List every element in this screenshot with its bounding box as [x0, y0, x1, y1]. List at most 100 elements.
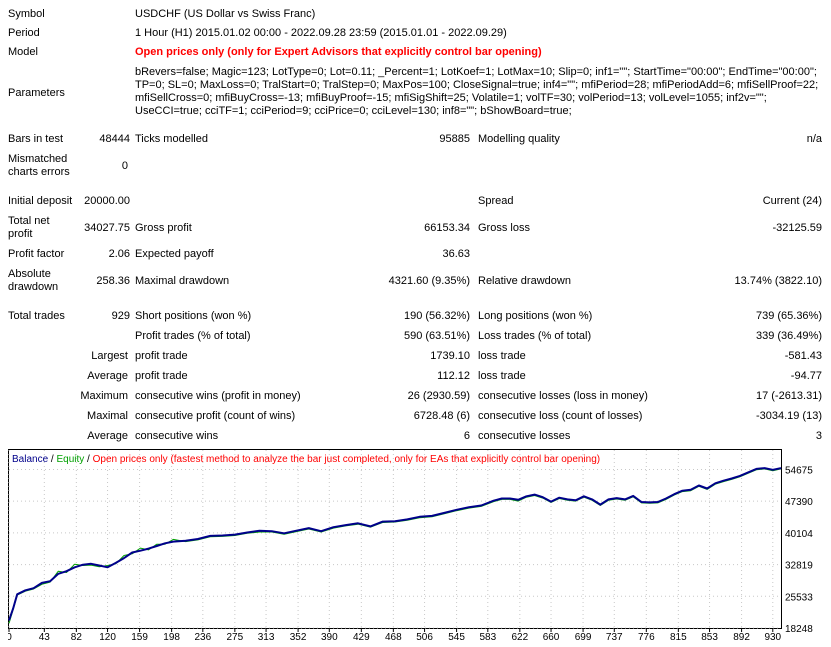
y-tick-label: 18248: [785, 624, 813, 635]
x-tick-label: 429: [353, 632, 370, 643]
long-positions-label: Long positions (won %): [478, 310, 593, 322]
model-label: Model: [8, 46, 38, 58]
relative-drawdown-label: Relative drawdown: [478, 275, 571, 287]
legend-equity: Equity: [56, 454, 84, 465]
expected-payoff-value: 36.63: [442, 248, 470, 260]
avg-cons-losses-value: 3: [815, 430, 822, 442]
maximal-cons-profit-value: 6728.48 (6): [413, 410, 470, 422]
balance-chart: 0 43 82 120 159 198 236 275 313 352 390 429 468 506 54…: [6, 449, 830, 644]
average-cons-label: Average: [87, 430, 128, 442]
total-net-profit-value: 34027.75: [84, 222, 130, 234]
bars-in-test-value: 48444: [99, 133, 130, 145]
largest-loss-trade-label: loss trade: [478, 350, 526, 362]
largest-profit-trade-label: profit trade: [135, 350, 188, 362]
gross-profit-label: Gross profit: [135, 222, 192, 234]
relative-drawdown-value: 13.74% (3822.10): [734, 275, 822, 287]
profit-trades-label: Profit trades (% of total): [135, 330, 251, 342]
modelling-quality-value: n/a: [806, 133, 822, 145]
average-label: Average: [87, 370, 128, 382]
maximal-drawdown-label: Maximal drawdown: [135, 275, 230, 287]
y-tick-label: 47390: [785, 497, 813, 508]
x-tick-label: 930: [764, 632, 781, 643]
x-tick-label: 776: [638, 632, 655, 643]
x-tick-label: 313: [258, 632, 275, 643]
legend-balance: Balance: [12, 454, 49, 465]
x-tick-label: 506: [416, 632, 433, 643]
x-tick-label: 352: [290, 632, 307, 643]
chart-series: [8, 467, 782, 624]
mismatched-errors-label: Mismatched charts errors: [8, 153, 70, 178]
period-value: 1 Hour (H1) 2015.01.02 00:00 - 2022.09.2…: [135, 27, 507, 39]
profit-factor-label: Profit factor: [8, 248, 65, 260]
absolute-drawdown-label: Absolute drawdown: [8, 268, 59, 293]
average-loss-value: -94.77: [790, 370, 822, 382]
x-tick-label: 82: [71, 632, 83, 643]
max-cons-wins-value: 26 (2930.59): [407, 390, 470, 402]
ticks-modelled-label: Ticks modelled: [135, 133, 208, 145]
x-tick-label: 660: [543, 632, 560, 643]
short-positions-value: 190 (56.32%): [403, 310, 470, 322]
x-tick-label: 545: [448, 632, 465, 643]
max-cons-losses-value: 17 (-2613.31): [755, 390, 822, 402]
gross-profit-value: 66153.34: [424, 222, 470, 234]
parameters-label: Parameters: [8, 87, 65, 99]
symbol-label: Symbol: [8, 8, 45, 20]
largest-profit-value: 1739.10: [430, 350, 470, 362]
legend-model: Open prices only (fastest method to anal…: [93, 454, 601, 465]
x-tick-label: 236: [194, 632, 211, 643]
ticks-modelled-value: 95885: [439, 133, 470, 145]
x-tick-label: 198: [163, 632, 180, 643]
total-trades-value: 929: [111, 310, 130, 322]
x-tick-label: 43: [39, 632, 51, 643]
expected-payoff-label: Expected payoff: [135, 248, 214, 260]
short-positions-label: Short positions (won %): [135, 310, 252, 322]
x-tick-label: 853: [701, 632, 718, 643]
x-tick-label: 468: [385, 632, 402, 643]
balance-line: [8, 467, 782, 621]
initial-deposit-label: Initial deposit: [8, 195, 73, 207]
maximal-drawdown-value: 4321.60 (9.35%): [388, 275, 470, 287]
mismatched-errors-value: 0: [121, 160, 128, 172]
loss-trades-value: 339 (36.49%): [755, 330, 822, 342]
cons-losses-money-label: consecutive losses (loss in money): [478, 390, 648, 402]
parameters-value: bRevers=false; Magic=123; LotType=0; Lot…: [135, 66, 819, 117]
period-label: Period: [8, 27, 40, 39]
x-tick-label: 699: [575, 632, 592, 643]
gross-loss-value: -32125.59: [772, 222, 822, 234]
maximal-cons-loss-value: -3034.19 (13): [755, 410, 822, 422]
y-tick-label: 40104: [785, 529, 813, 540]
x-tick-label: 892: [733, 632, 750, 643]
x-tick-label: 583: [479, 632, 496, 643]
x-tick-label: 622: [511, 632, 528, 643]
average-loss-trade-label: loss trade: [478, 370, 526, 382]
initial-deposit-value: 20000.00: [84, 195, 130, 207]
y-tick-label: 54675: [785, 465, 813, 476]
symbol-value: USDCHF (US Dollar vs Swiss Franc): [135, 8, 316, 20]
x-tick-label: 120: [99, 632, 116, 643]
average-profit-value: 112.12: [437, 370, 470, 382]
gross-loss-label: Gross loss: [478, 222, 530, 234]
legend-separator: /: [84, 454, 92, 465]
profit-trades-value: 590 (63.51%): [403, 330, 470, 342]
cons-wins-money-label: consecutive wins (profit in money): [135, 390, 301, 402]
spread-label: Spread: [478, 195, 514, 207]
cons-profit-count-label: consecutive profit (count of wins): [135, 410, 296, 422]
long-positions-value: 739 (65.36%): [755, 310, 822, 322]
maximal-label: Maximal: [87, 410, 128, 422]
legend-separator: /: [48, 454, 56, 465]
x-tick-label: 737: [606, 632, 623, 643]
largest-loss-value: -581.43: [784, 350, 822, 362]
total-trades-label: Total trades: [8, 310, 65, 322]
y-tick-label: 25533: [785, 592, 813, 603]
avg-cons-wins-value: 6: [463, 430, 470, 442]
cons-wins-label: consecutive wins: [135, 430, 219, 442]
maximum-label: Maximum: [80, 390, 128, 402]
largest-label: Largest: [91, 350, 128, 362]
x-tick-label: 815: [670, 632, 687, 643]
chart-axes: 0 43 82 120 159 198 236 275 313 352 390 429 468 506 54…: [6, 465, 813, 643]
bars-in-test-label: Bars in test: [8, 133, 64, 145]
modelling-quality-label: Modelling quality: [478, 133, 560, 145]
cons-loss-count-label: consecutive loss (count of losses): [478, 410, 643, 422]
spread-value: Current (24): [762, 195, 822, 207]
absolute-drawdown-value: 258.36: [96, 275, 130, 287]
